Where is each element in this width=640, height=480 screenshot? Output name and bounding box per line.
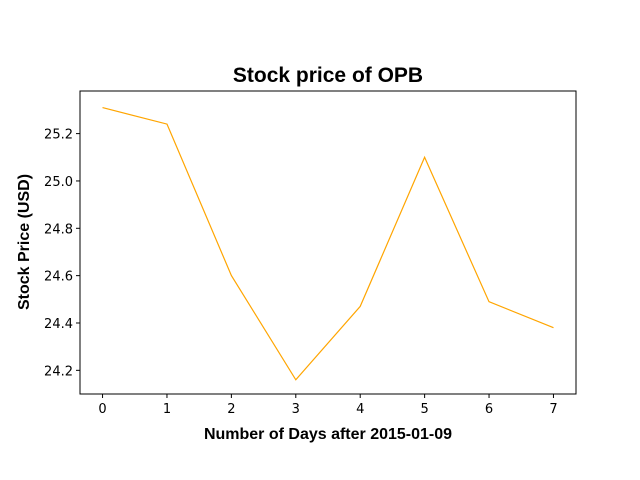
chart-title: Stock price of OPB	[233, 64, 423, 87]
x-axis-ticks: 0 1 2 3 4 5 6 7	[98, 394, 558, 417]
y-axis-label: Stock Price (USD)	[16, 174, 33, 310]
x-tick-label: 2	[227, 402, 235, 417]
y-axis-ticks: 24.2 24.4 24.6 24.8 25.0 25.2	[44, 128, 80, 379]
x-tick-label: 0	[98, 402, 106, 417]
y-tick-label: 24.4	[44, 317, 73, 332]
y-tick-label: 25.0	[44, 175, 73, 190]
x-axis-label: Number of Days after 2015-01-09	[204, 426, 452, 443]
x-tick-label: 4	[356, 402, 364, 417]
y-tick-label: 25.2	[44, 128, 73, 143]
y-tick-label: 24.2	[44, 364, 73, 379]
plot-area: 0 1 2 3 4 5 6 7 24.2 24.4 24.6 24.8 25.0 25.2	[44, 90, 577, 417]
y-tick-label: 24.8	[44, 222, 73, 237]
x-tick-label: 1	[163, 402, 171, 417]
x-tick-label: 7	[549, 402, 557, 417]
x-tick-label: 3	[292, 402, 300, 417]
plot-frame	[79, 90, 577, 395]
series-line-opb	[102, 107, 554, 381]
x-tick-label: 5	[420, 402, 428, 417]
x-tick-label: 6	[485, 402, 493, 417]
y-tick-label: 24.6	[44, 270, 73, 285]
